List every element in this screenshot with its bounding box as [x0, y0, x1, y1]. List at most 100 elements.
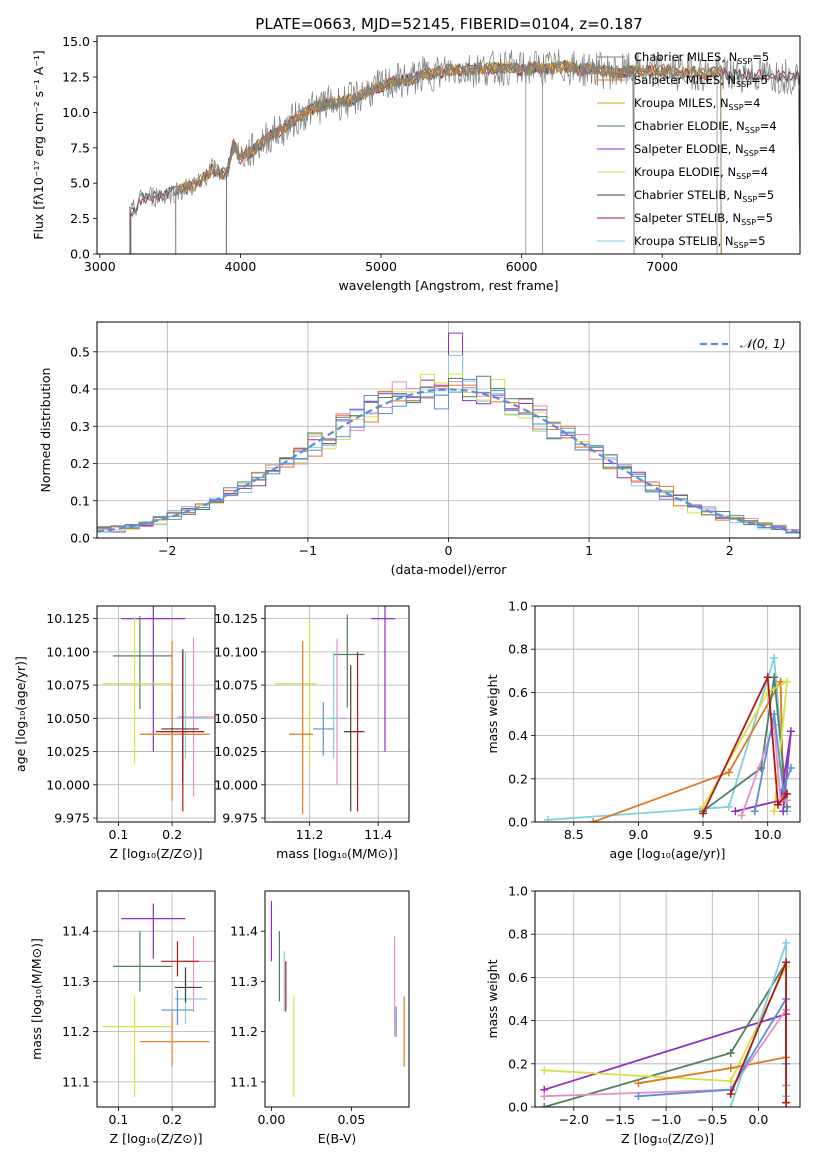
- massweight-vs-Z-series-1: [543, 959, 787, 1107]
- mass-vs-ebv-axes-frame: [264, 890, 410, 1108]
- massweight-vs-Z-marker-7-1: [782, 958, 791, 967]
- mass-vs-Z-ytick-label-1: 11.2: [62, 1024, 90, 1039]
- legend-subscript-4: SSP: [744, 149, 759, 158]
- age-vs-Z-xtick-label-1: 0.2: [162, 827, 182, 842]
- panel-spectrum: 3000 4000 5000 6000 7000 0.0 2.5 5.0 7.5 10.0 12.5…: [31, 34, 801, 293]
- legend-count-3: =4: [760, 119, 777, 133]
- residuals-axes-frame: [96, 321, 801, 539]
- legend-count-8: =5: [749, 234, 766, 248]
- histogram-series-6: [97, 378, 800, 538]
- legend-label-6: Chabrier STELIB, NSSP=5: [634, 188, 774, 204]
- massweight-vs-age-marker-7-3: [783, 789, 792, 798]
- mass-vs-ebv-ytick-label-1: 11.2: [230, 1024, 258, 1039]
- spectrum-y-axis-label: Flux [fλ10⁻¹⁷ erg cm⁻² s⁻¹ A⁻¹]: [31, 50, 46, 239]
- massweight-vs-age-marker-7-2: [774, 800, 783, 809]
- massweight-vs-Z-ytick-label-5: 1.0: [508, 884, 528, 899]
- age-vs-mass-ytick-label-2: 10.025: [214, 744, 258, 759]
- mass-vs-Z-overlay: 0.1 0.2 11.1 11.2 11.3 11.4 Z [log₁₀(Z/Z⊙)] mas…: [29, 890, 216, 1146]
- residuals-x-axis-label: (data-model)/error: [391, 562, 508, 577]
- spectrum-xtick-label-1: 4000: [225, 259, 257, 274]
- massweight-vs-age-marker-4-0: [731, 807, 740, 816]
- mass-vs-Z-ytick-label-3: 11.4: [62, 924, 90, 939]
- massweight-vs-age-marker-1-1: [724, 768, 733, 777]
- massweight-vs-Z-xtick-label-1: −1.5: [605, 1112, 635, 1127]
- massweight-vs-age-series-3: [702, 679, 789, 812]
- massweight-vs-age-marker-4-3: [779, 807, 788, 816]
- mass-vs-ebv-plot-area: [270, 901, 405, 1097]
- legend-subscript-2: SSP: [729, 103, 744, 112]
- age-vs-mass-point-0: [371, 606, 396, 752]
- massweight-vs-age-marker-3-3: [770, 807, 779, 816]
- spectrum-xtick-label-4: 7000: [646, 259, 678, 274]
- mass-vs-Z-point-3: [177, 936, 215, 1012]
- model-spectrum-3: [225, 61, 635, 254]
- residuals-plot-area: [97, 332, 800, 538]
- massweight-vs-Z-x-axis-label: Z [log₁₀(Z/Z⊙)]: [621, 1131, 714, 1146]
- spectrum-ytick-label-3: 7.5: [70, 140, 90, 155]
- model-spectrum-5: [225, 60, 635, 254]
- legend-count-2: =4: [744, 96, 761, 110]
- massweight-vs-age-xtick-label-3: 10.0: [754, 827, 782, 842]
- legend-name-2: Kroupa MILES, N: [634, 96, 729, 110]
- legend-count-4: =4: [759, 142, 776, 156]
- mass-vs-Z-point-7: [174, 967, 202, 1003]
- age-vs-Z-ytick-label-2: 10.025: [46, 744, 90, 759]
- residuals-xtick-label-3: 1: [585, 543, 593, 558]
- legend-name-1: Salpeter MILES, N: [634, 73, 736, 87]
- massweight-vs-age-xtick-label-2: 9.5: [693, 827, 713, 842]
- age-vs-Z-point-4: [174, 651, 207, 759]
- spectrum-xtick-label-3: 6000: [506, 259, 538, 274]
- massweight-vs-Z-marker-7-2: [782, 1098, 791, 1107]
- legend-subscript-0: SSP: [737, 57, 752, 66]
- residuals-xtick-label-2: 0: [445, 543, 453, 558]
- legend-label-1: Salpeter MILES, NSSP=5: [634, 73, 768, 89]
- legend-label-5: Kroupa ELODIE, NSSP=4: [634, 165, 768, 181]
- age-vs-Z-point-5: [161, 691, 189, 759]
- residuals-y-axis-label: Normed distribution: [38, 368, 53, 493]
- legend-subscript-5: SSP: [736, 172, 751, 181]
- massweight-vs-age-plot-area: [543, 653, 795, 822]
- legend-label-7: Salpeter STELIB, NSSP=5: [634, 211, 773, 227]
- age-vs-Z-ytick-label-3: 10.050: [46, 711, 90, 726]
- age-vs-mass-point-7: [343, 665, 361, 812]
- massweight-vs-age-ytick-label-5: 1.0: [508, 599, 528, 614]
- age-vs-mass-point-6: [289, 641, 313, 815]
- massweight-vs-age-marker-6-3: [786, 764, 795, 772]
- massweight-vs-Z-marker-6-0: [634, 1092, 643, 1101]
- age-vs-mass-ytick-label-3: 10.050: [214, 711, 258, 726]
- massweight-vs-Z-marker-4-0: [540, 1092, 549, 1101]
- legend-label-0: Chabrier MILES, NSSP=5: [634, 50, 769, 66]
- legend-subscript-1: SSP: [736, 80, 751, 89]
- mass-vs-Z-point-8: [161, 941, 199, 977]
- age-vs-Z-ytick-label-1: 10.000: [46, 777, 90, 792]
- mass-vs-Z-axes-frame: [96, 890, 216, 1108]
- massweight-vs-Z-ytick-label-2: 0.4: [508, 1013, 528, 1028]
- residuals-xtick-label-4: 2: [726, 543, 734, 558]
- mass-vs-ebv-ytick-label-0: 11.1: [230, 1074, 258, 1089]
- legend-label-2: Kroupa MILES, NSSP=4: [634, 96, 760, 112]
- massweight-vs-Z-overlay: −2.0 −1.5 −1.0 −0.5 0.0 0.0 0.2 0.4 0.6 0.8 1.0 Z […: [485, 884, 801, 1146]
- massweight-vs-Z-marker-3-0: [634, 1079, 643, 1088]
- residuals-ytick-label-0: 0.0: [70, 531, 90, 546]
- spectrum-ytick-label-5: 12.5: [62, 70, 90, 85]
- spectrum-ytick-label-4: 10.0: [62, 105, 90, 120]
- age-vs-Z-xtick-label-0: 0.1: [109, 827, 129, 842]
- legend-name-3: Chabrier ELODIE, N: [634, 119, 745, 133]
- massweight-vs-age-x-axis-label: age [log₁₀(age/yr)]: [610, 846, 726, 861]
- residuals-ytick-label-2: 0.2: [70, 456, 90, 471]
- legend-name-0: Chabrier MILES, N: [634, 50, 737, 64]
- mass-vs-Z-point-5: [161, 989, 194, 1026]
- age-vs-mass-overlay: 11.2 11.4 9.975 10.000 10.025 10.050 10.075 10.…: [214, 605, 410, 861]
- massweight-vs-age-marker-5-0: [737, 811, 746, 820]
- legend-name-4: Salpeter ELODIE, N: [634, 142, 744, 156]
- model-spectrum-4: [225, 60, 635, 254]
- mass-vs-ebv-x-axis-label: E(B-V): [318, 1131, 357, 1146]
- massweight-vs-Z-ytick-label-1: 0.2: [508, 1056, 528, 1071]
- spectrum-axes-frame: [96, 35, 801, 255]
- age-vs-mass-xtick-label-1: 11.4: [364, 827, 392, 842]
- residuals-overlay: −2 −1 0 1 2 0.0 0.1 0.2 0.3 0.4 0.5 (data-model)/er…: [38, 321, 801, 577]
- legend-subscript-7: SSP: [741, 218, 756, 227]
- age-vs-mass-x-axis-label: mass [log₁₀(M/M⊙)]: [276, 846, 398, 861]
- age-vs-mass-point-5: [313, 702, 334, 756]
